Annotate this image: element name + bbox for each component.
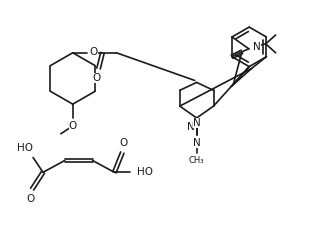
Text: O: O: [69, 121, 77, 131]
Text: HO: HO: [17, 143, 33, 153]
Text: N: N: [187, 122, 195, 132]
Text: CH₃: CH₃: [189, 156, 204, 164]
Text: O: O: [26, 194, 34, 204]
Text: N: N: [193, 138, 201, 148]
Text: N: N: [193, 118, 201, 128]
Text: O: O: [92, 72, 101, 82]
Text: HO: HO: [137, 167, 153, 177]
Text: N: N: [253, 42, 261, 52]
Text: O: O: [119, 138, 128, 148]
Text: O: O: [89, 47, 98, 57]
